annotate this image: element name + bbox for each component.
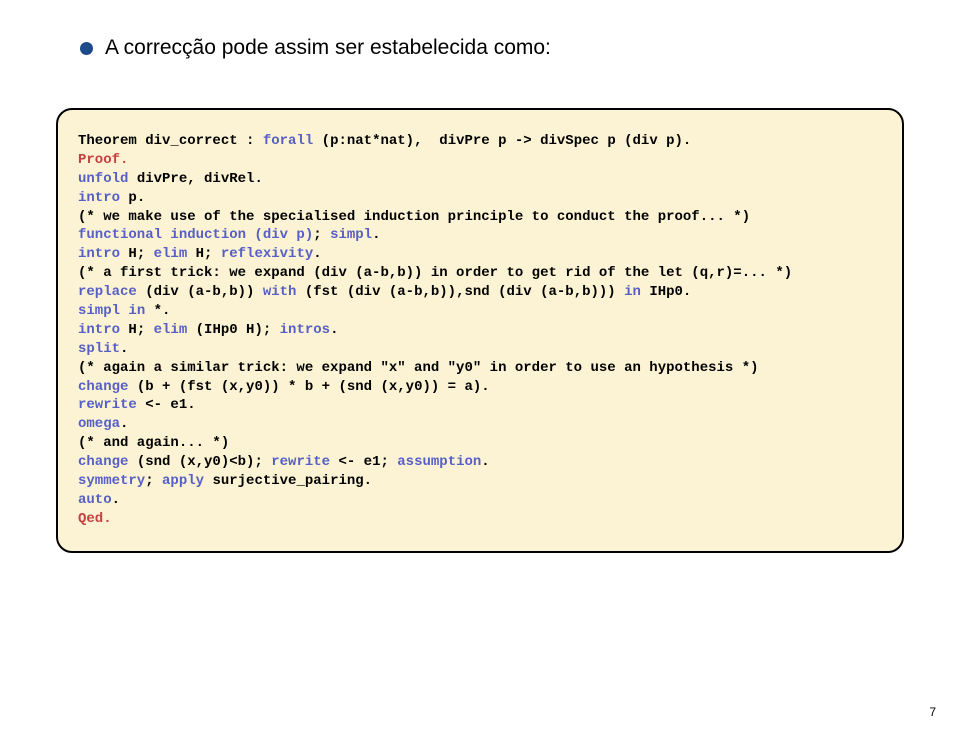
code-line-16b: .	[120, 416, 128, 432]
code-line-12b: .	[120, 341, 128, 357]
code-line-01a: Theorem div_correct :	[78, 133, 263, 149]
code-line-10d: *.	[145, 303, 170, 319]
kw-with: with	[263, 284, 297, 300]
code-line-11d: (IHp0 H);	[187, 322, 279, 338]
kw-intro-3: intro	[78, 322, 120, 338]
kw-in-2: in	[128, 303, 145, 319]
kw-split: split	[78, 341, 120, 357]
kw-qed: Qed.	[78, 511, 112, 527]
kw-elim-1: elim	[154, 246, 188, 262]
page-number: 7	[929, 705, 936, 719]
code-line-14b: (b + (fst (x,y0)) * b + (snd (x,y0)) = a…	[128, 379, 489, 395]
code-comment-1: (* we make use of the specialised induct…	[78, 209, 750, 225]
code-line-07d: H;	[187, 246, 221, 262]
code-line-18d: <- e1;	[330, 454, 397, 470]
kw-unfold: unfold	[78, 171, 128, 187]
kw-rewrite-1: rewrite	[78, 397, 137, 413]
code-line-07f: .	[313, 246, 321, 262]
kw-functional-induction: functional induction (div p)	[78, 227, 313, 243]
kw-rewrite-2: rewrite	[271, 454, 330, 470]
code-line-18b: (snd (x,y0)<b);	[128, 454, 271, 470]
code-line-07b: H;	[120, 246, 154, 262]
kw-intros: intros	[280, 322, 330, 338]
code-line-15b: <- e1.	[137, 397, 196, 413]
kw-proof: Proof.	[78, 152, 128, 168]
kw-change-1: change	[78, 379, 128, 395]
code-line-09b: (div (a-b,b))	[137, 284, 263, 300]
kw-replace: replace	[78, 284, 137, 300]
code-line-09f: IHp0.	[641, 284, 691, 300]
bullet-icon	[80, 42, 93, 55]
headline-text: A correcção pode assim ser estabelecida …	[105, 36, 551, 60]
code-comment-3: (* again a similar trick: we expand "x" …	[78, 360, 759, 376]
kw-forall: forall	[263, 133, 313, 149]
kw-simpl-2: simpl	[78, 303, 120, 319]
code-comment-2: (* a first trick: we expand (div (a-b,b)…	[78, 265, 792, 281]
code-line-19b: ;	[145, 473, 162, 489]
headline-row: A correcção pode assim ser estabelecida …	[80, 36, 551, 60]
kw-reflexivity: reflexivity	[221, 246, 313, 262]
kw-symmetry: symmetry	[78, 473, 145, 489]
code-line-20b: .	[112, 492, 120, 508]
kw-auto: auto	[78, 492, 112, 508]
code-line-11f: .	[330, 322, 338, 338]
kw-change-2: change	[78, 454, 128, 470]
code-comment-4: (* and again... *)	[78, 435, 229, 451]
kw-simpl-1: simpl	[330, 227, 372, 243]
code-line-06b: ;	[313, 227, 330, 243]
code-line-03b: divPre, divRel.	[128, 171, 262, 187]
code-line-04b: p.	[120, 190, 145, 206]
kw-in-1: in	[624, 284, 641, 300]
kw-apply: apply	[162, 473, 204, 489]
code-line-09d: (fst (div (a-b,b)),snd (div (a-b,b)))	[296, 284, 624, 300]
code-line-11b: H;	[120, 322, 154, 338]
slide-page: A correcção pode assim ser estabelecida …	[0, 0, 960, 733]
code-block: Theorem div_correct : forall (p:nat*nat)…	[56, 108, 904, 553]
code-line-19d: surjective_pairing.	[204, 473, 372, 489]
kw-elim-2: elim	[154, 322, 188, 338]
kw-assumption: assumption	[397, 454, 481, 470]
code-line-18f: .	[481, 454, 489, 470]
kw-omega: omega	[78, 416, 120, 432]
code-line-06d: .	[372, 227, 380, 243]
kw-intro-1: intro	[78, 190, 120, 206]
kw-intro-2: intro	[78, 246, 120, 262]
code-line-01c: (p:nat*nat), divPre p -> divSpec p (div …	[313, 133, 691, 149]
